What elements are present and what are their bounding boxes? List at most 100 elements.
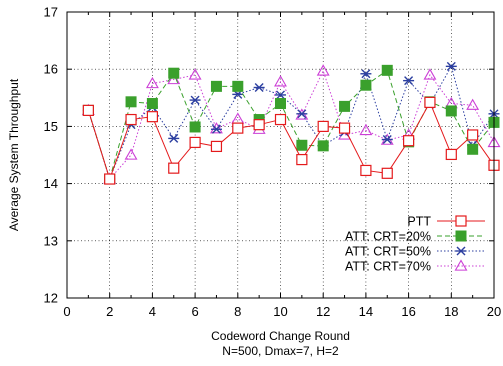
data-point [189,136,201,149]
axis-ticks: 0 2 4 6 8 10 12 14 16 18 20 12 13 14 15 16 17 [44,5,502,320]
data-point [360,69,372,79]
plot-frame [66,11,495,299]
data-point [338,122,351,134]
series-ptt [82,96,500,185]
y-tick-label: 17 [44,5,58,20]
data-point-stroke [276,90,285,100]
data-point [445,105,457,117]
data-point [168,162,180,174]
data-point [232,122,244,134]
data-point [124,148,138,160]
x-tick-label: 12 [316,304,330,319]
data-point [274,113,287,126]
data-point-stroke [211,124,221,134]
data-point-stroke [404,76,414,86]
y-tick-label: 16 [44,62,58,77]
data-point-stroke [169,133,179,143]
chart-grid [67,12,494,298]
y-tick-label: 14 [44,176,58,191]
data-point [381,167,393,179]
data-point [317,120,329,133]
x-tick-label: 4 [149,304,156,319]
data-point [466,98,480,110]
x-tick-label: 8 [234,304,241,319]
series-line [87,69,495,181]
data-point [82,104,94,116]
data-point [189,121,201,133]
data-point [467,143,479,155]
x-axis-label: Codeword Change Round [211,329,350,343]
x-tick-label: 2 [106,304,113,319]
data-point [360,164,372,177]
data-point [125,96,137,108]
x-tick-label: 14 [359,304,373,319]
data-point [467,129,479,141]
x-axis-sublabel: N=500, Dmax=7, H=2 [222,344,339,358]
y-axis-label: Average System Throughput [7,78,21,231]
data-point [210,140,223,153]
x-tick-label: 20 [487,304,501,319]
data-point [146,111,158,123]
data-point [381,135,393,145]
data-point [317,140,329,152]
data-point [253,83,265,92]
data-point [339,100,351,112]
x-tick-label: 10 [273,304,287,319]
x-tick-label: 18 [444,304,458,319]
data-point [454,259,468,271]
data-point [455,246,467,256]
legend-label: PTT [407,215,431,229]
legend-label: ATT: CRT=50% [345,245,431,259]
data-point [455,215,467,227]
data-point [296,153,308,166]
data-point-stroke [446,61,456,71]
y-tick-label: 13 [44,233,58,248]
data-point [168,133,180,143]
data-point [360,79,372,91]
data-point [424,96,436,108]
data-point [403,76,415,86]
data-point [188,68,202,80]
data-point [445,148,457,161]
data-point [296,109,308,119]
data-point [210,80,222,92]
data-point [274,75,287,87]
y-tick-label: 12 [44,291,58,306]
data-point-stroke [190,95,200,105]
series-line [87,69,495,181]
data-point [210,122,223,134]
data-point [168,67,180,79]
data-point [423,68,437,80]
legend-label: ATT: CRT=20% [345,230,431,244]
data-point-stroke [456,246,466,256]
series-att-crt-50 [82,61,500,184]
data-point [316,64,330,76]
data-point [275,90,286,100]
data-point-stroke [297,109,307,119]
data-point [381,64,393,76]
data-point [253,119,265,131]
x-tick-label: 16 [401,304,415,319]
data-point [275,98,286,110]
data-point [210,124,222,134]
x-tick-label: 0 [63,304,70,319]
legend-label: ATT: CRT=70% [345,260,431,274]
series-layer [81,61,501,185]
series-line [87,101,495,181]
data-point [146,98,158,110]
data-point-stroke [361,69,371,79]
data-point-stroke [254,83,264,92]
data-point [145,76,159,89]
data-point [445,61,457,71]
data-point [231,112,245,124]
data-point [189,95,201,105]
data-point [403,135,415,147]
x-tick-label: 6 [191,304,198,319]
data-point [455,230,467,242]
y-tick-label: 15 [44,119,58,134]
data-point [296,139,308,151]
data-point [359,123,373,136]
data-point [232,80,244,92]
